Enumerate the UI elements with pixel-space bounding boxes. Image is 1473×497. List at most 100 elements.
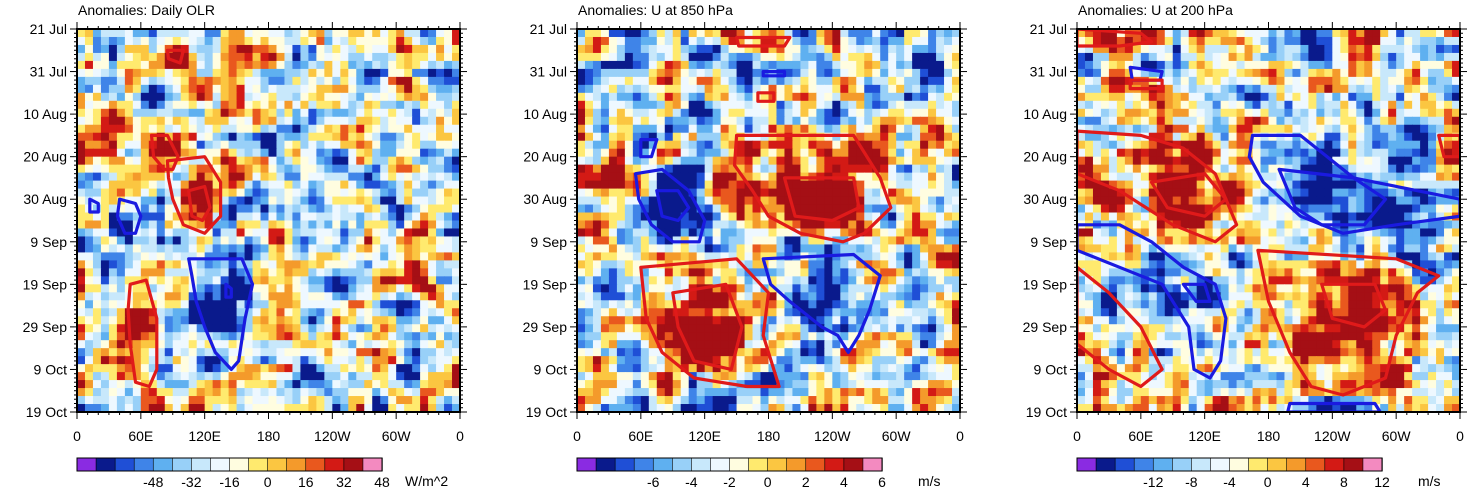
field-cell <box>436 52 445 62</box>
field-cell <box>260 180 270 190</box>
field-cell <box>680 252 690 261</box>
field-cell <box>856 116 865 126</box>
field-cell <box>888 84 897 94</box>
field-cell <box>156 244 166 254</box>
field-cell <box>640 220 650 230</box>
field-cell <box>196 372 206 381</box>
field-cell <box>640 84 650 94</box>
field-cell <box>308 68 317 78</box>
field-cell <box>624 404 634 412</box>
y-tick-label: 30 Aug <box>23 191 67 207</box>
field-cell <box>412 364 421 373</box>
field-cell <box>784 140 794 150</box>
field-cell <box>592 300 602 309</box>
colorbar-swatch <box>172 457 193 472</box>
field-cell <box>912 132 921 142</box>
field-cell <box>420 172 429 182</box>
field-cell <box>276 52 286 62</box>
field-cell <box>672 60 682 70</box>
field-cell <box>316 92 325 102</box>
field-cell <box>728 260 738 269</box>
field-cell <box>640 52 650 62</box>
field-cell <box>632 372 642 381</box>
field-cell <box>348 220 357 230</box>
field-cell <box>936 100 945 110</box>
field-cell <box>720 52 730 62</box>
field-cell <box>388 76 397 86</box>
field-cell <box>268 204 278 214</box>
field-cell <box>616 244 626 254</box>
field-cell <box>744 332 754 341</box>
field-cell <box>364 356 373 365</box>
field-cell <box>808 108 817 118</box>
field-cell <box>648 29 658 38</box>
field-cell <box>704 348 714 357</box>
field-cell <box>316 124 325 134</box>
field-cell <box>252 100 262 110</box>
field-cell <box>436 124 445 134</box>
field-cell <box>372 364 381 373</box>
field-cell <box>332 68 341 78</box>
field-cell <box>116 164 126 174</box>
field-cell <box>188 52 198 62</box>
field-cell <box>944 380 953 389</box>
field-cell <box>172 332 182 341</box>
field-cell <box>712 108 722 118</box>
field-cell <box>880 236 889 246</box>
field-cell <box>616 196 626 206</box>
field-cell <box>244 108 254 118</box>
field-cell <box>100 180 110 190</box>
field-cell <box>412 36 421 46</box>
field-cell <box>132 108 142 118</box>
field-cell <box>148 204 158 214</box>
field-cell <box>816 116 825 126</box>
field-cell <box>728 180 738 190</box>
field-cell <box>396 356 405 365</box>
field-cell <box>396 92 405 102</box>
field-cell <box>880 148 889 158</box>
field-cell <box>292 276 302 285</box>
field-cell <box>728 292 738 301</box>
field-cell <box>896 68 905 78</box>
field-cell <box>776 132 786 142</box>
field-cell <box>268 268 278 277</box>
field-cell <box>404 372 413 381</box>
field-cell <box>800 388 809 397</box>
field-cell <box>268 68 278 78</box>
field-cell <box>832 260 841 269</box>
field-cell <box>872 188 881 198</box>
field-cell <box>736 364 746 373</box>
field-cell <box>608 268 618 277</box>
field-cell <box>912 268 921 277</box>
field-cell <box>252 356 262 365</box>
field-cell <box>204 276 214 285</box>
field-cell <box>396 228 405 238</box>
field-cell <box>452 292 460 301</box>
field-cell <box>236 44 246 54</box>
field-cell <box>832 180 841 190</box>
field-cell <box>944 372 953 381</box>
field-cell <box>832 29 841 38</box>
field-cell <box>260 204 270 214</box>
field-cell <box>728 196 738 206</box>
field-cell <box>704 60 714 70</box>
field-cell <box>912 156 921 166</box>
field-cell <box>84 100 94 110</box>
field-cell <box>260 44 270 54</box>
field-cell <box>300 76 309 86</box>
field-cell <box>680 52 690 62</box>
field-cell <box>640 348 650 357</box>
field-cell <box>276 132 286 142</box>
field-cell <box>396 204 405 214</box>
field-cell <box>608 92 618 102</box>
field-cell <box>640 188 650 198</box>
field-cell <box>188 180 198 190</box>
field-cell <box>100 60 110 70</box>
field-cell <box>228 404 238 412</box>
field-cell <box>428 108 437 118</box>
field-cell <box>348 372 357 381</box>
field-cell <box>744 316 754 325</box>
field-cell <box>116 364 126 373</box>
field-cell <box>116 188 126 198</box>
field-cell <box>577 324 586 333</box>
